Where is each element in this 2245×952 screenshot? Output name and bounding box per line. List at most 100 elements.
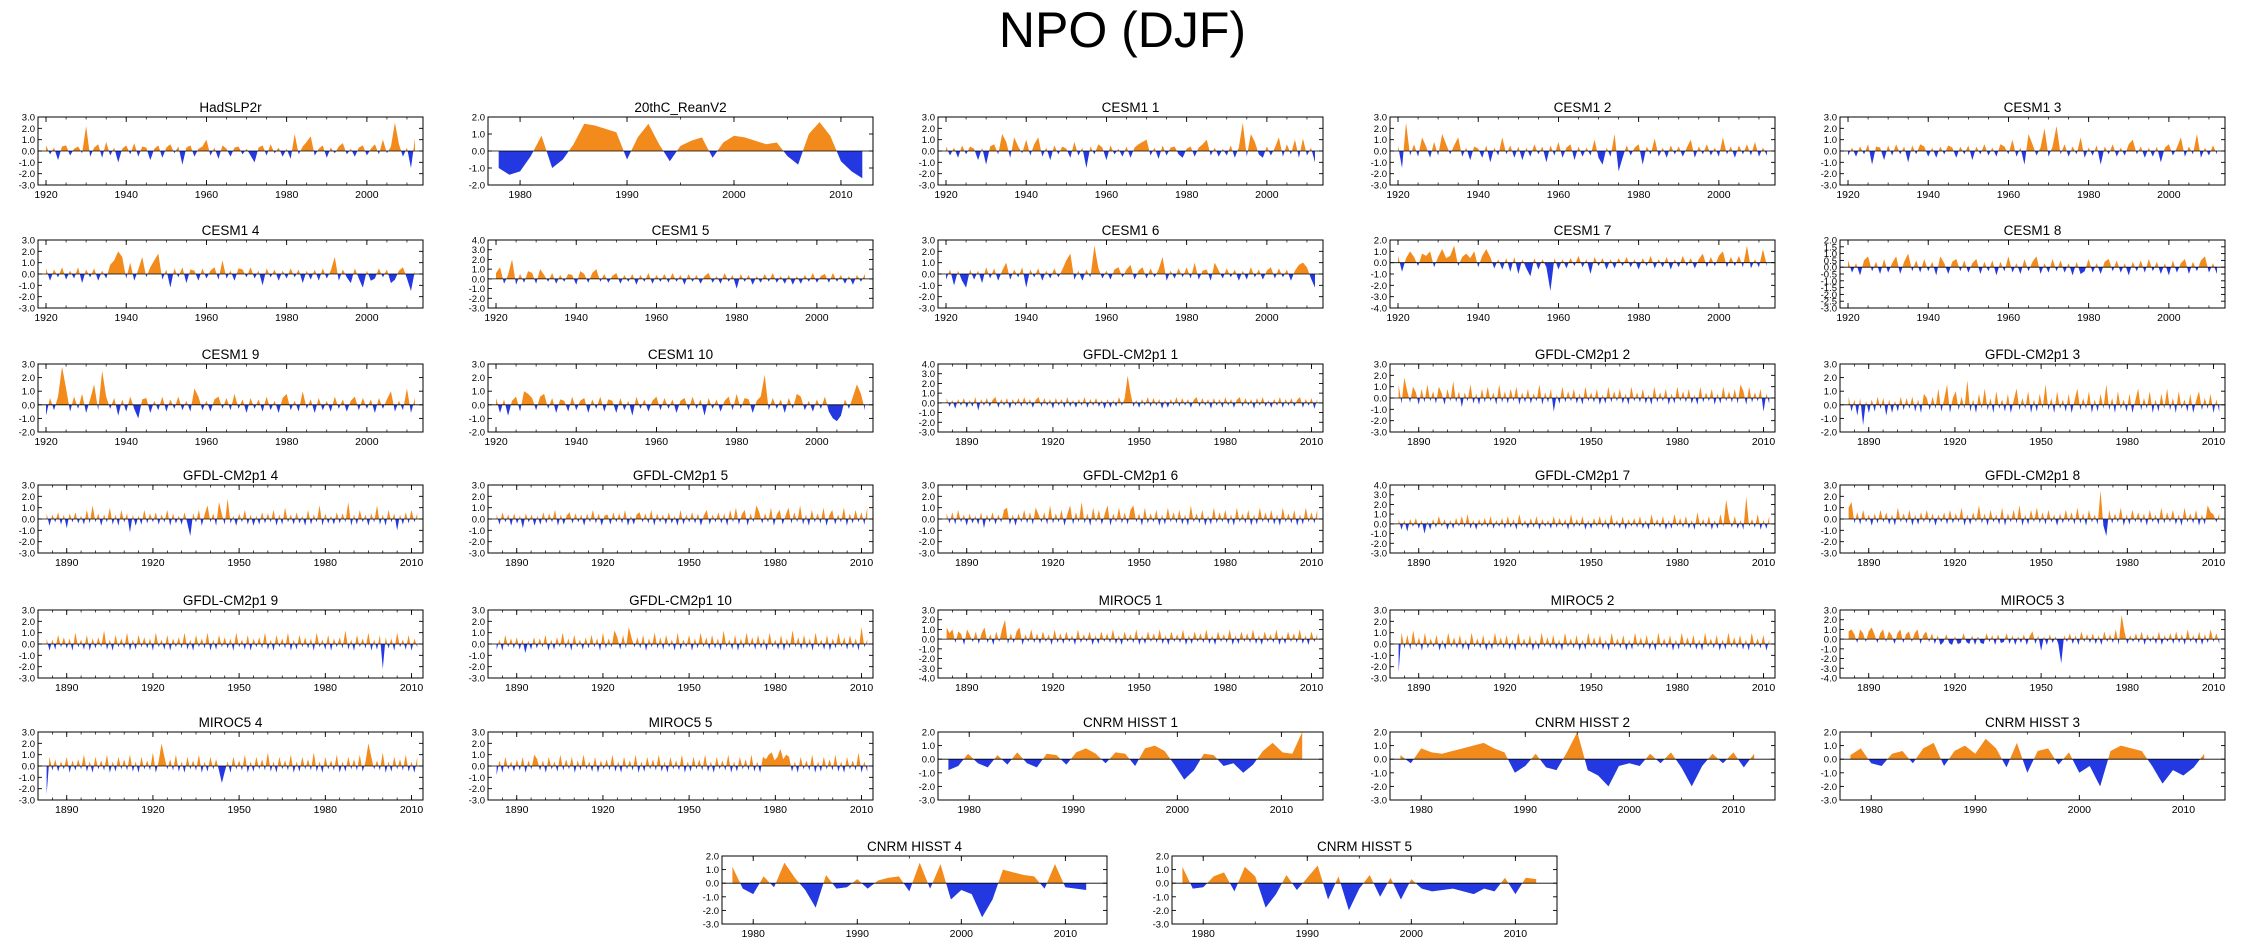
x-tick-label: 1980 [275, 312, 299, 324]
y-tick-label: -1.0 [1821, 644, 1837, 655]
y-tick-label: 3.0 [22, 360, 35, 371]
y-tick-label: -2.0 [19, 428, 35, 439]
y-tick-label: 2.0 [1824, 124, 1837, 135]
x-tick-label: 1890 [955, 557, 979, 569]
positive-area [1398, 245, 1767, 263]
y-tick-label: 2.0 [22, 373, 35, 384]
panel: 1980 1990 2000 2010 2.0 1.0 0.0 -1.0 -2.0 20thC_R… [469, 100, 874, 201]
y-tick-label: -1.0 [1371, 768, 1387, 779]
y-tick-label: 0.0 [1824, 400, 1837, 411]
y-tick-label: 3.0 [1824, 481, 1837, 492]
y-tick-label: -1.0 [1821, 526, 1837, 537]
y-tick-label: 0.0 [1824, 635, 1837, 646]
x-tick-label: 2010 [1752, 682, 1776, 694]
y-tick-label: 1.0 [706, 865, 719, 876]
negative-area [48, 151, 414, 168]
x-tick-label: 1950 [1579, 436, 1603, 448]
y-tick-label: -3.0 [1371, 181, 1387, 192]
x-tick-label: 2010 [400, 804, 424, 816]
y-tick-label: 3.0 [22, 728, 35, 739]
x-tick-label: 1950 [227, 682, 251, 694]
positive-area [1850, 738, 2205, 760]
y-tick-label: -1.0 [919, 408, 935, 419]
panel-title: CESM1 10 [648, 347, 713, 362]
positive-area [496, 505, 868, 519]
panel-title: GFDL-CM2p1 9 [183, 593, 278, 608]
y-tick-label: 1.0 [472, 503, 485, 514]
x-tick-label: 2010 [1722, 804, 1746, 816]
x-minor-ticks [487, 732, 862, 800]
figure-title: NPO (DJF) [998, 2, 1247, 58]
y-tick-label: -2.0 [19, 169, 35, 180]
y-tick-label: -2.0 [469, 784, 485, 795]
x-tick-label: 1990 [846, 928, 870, 940]
panel: 1920 1940 1960 1980 20003.02.01.00.0-1.0-2.0… [19, 223, 424, 324]
x-minor-ticks [37, 732, 412, 800]
y-tick-label: 2.0 [1374, 371, 1387, 382]
y-tick-label: -1.0 [919, 526, 935, 537]
y-tick-label: 0.0 [922, 515, 935, 526]
positive-area [46, 122, 415, 151]
plot-frame [937, 609, 1324, 679]
x-tick-label: 1960 [1547, 189, 1571, 201]
x-tick-label: 1940 [1015, 312, 1039, 324]
y-tick-label: 0.0 [22, 515, 35, 526]
y-tick-label: 3.0 [1374, 360, 1387, 371]
positive-area [46, 630, 417, 644]
x-tick-label: 1940 [565, 312, 589, 324]
y-tick-label: -2.0 [919, 537, 935, 548]
y-tick-label: -3.0 [703, 920, 719, 931]
y-tick-label: 0.0 [1374, 147, 1387, 158]
y-tick-label: 2.0 [472, 373, 485, 384]
positive-area [1848, 253, 2215, 268]
x-minor-ticks [1389, 485, 1764, 553]
x-minor-ticks [1397, 240, 1760, 308]
x-tick-label: 1920 [591, 557, 615, 569]
y-tick-label: -3.0 [1821, 549, 1837, 560]
y-tick-label: 2.0 [922, 124, 935, 135]
x-tick-label: 1980 [1214, 557, 1238, 569]
plot-frame [1389, 239, 1776, 309]
x-tick-label: 1980 [1410, 804, 1434, 816]
y-tick-label: -1.0 [469, 773, 485, 784]
x-minor-ticks [487, 485, 862, 553]
y-tick-label: 0.0 [472, 147, 485, 158]
y-tick-label: -1.0 [19, 414, 35, 425]
y-tick-label: 1.0 [1374, 628, 1387, 639]
panel-title: GFDL-CM2p1 10 [629, 593, 732, 608]
y-tick-label: 4.0 [922, 360, 935, 371]
panel: 1920 1940 1960 1980 20003.02.01.00.0-1.0-2.0… [469, 347, 874, 448]
y-tick-label: 3.0 [1824, 113, 1837, 124]
positive-area [1398, 496, 1770, 524]
y-tick-label: -2.0 [1821, 654, 1837, 665]
y-tick-label: -4.0 [919, 674, 935, 685]
panel: 1920 1940 1960 1980 20003.02.01.00.0-1.0-2.0… [1371, 100, 1776, 201]
x-tick-label: 1940 [1917, 189, 1941, 201]
negative-area [948, 519, 1316, 529]
x-tick-label: 2010 [400, 557, 424, 569]
negative-area [948, 402, 1317, 411]
y-tick-label: -3.0 [1371, 549, 1387, 560]
y-tick-label: 1.0 [922, 625, 935, 636]
y-tick-label: -2.0 [469, 181, 485, 192]
x-tick-label: 1950 [677, 557, 701, 569]
negative-area [47, 274, 415, 291]
panel-title: MIROC5 2 [1551, 593, 1615, 608]
y-tick-label: 1.0 [1156, 865, 1169, 876]
x-tick-label: 1980 [1666, 682, 1690, 694]
y-tick-label: 1.0 [1824, 503, 1837, 514]
x-tick-label: 1890 [955, 682, 979, 694]
y-tick-label: -1.0 [469, 284, 485, 295]
x-tick-label: 1890 [505, 557, 529, 569]
panel-title: 20thC_ReanV2 [634, 100, 726, 115]
y-tick-label: 1.0 [22, 387, 35, 398]
plot-frame [1171, 855, 1558, 925]
x-tick-label: 1980 [2116, 557, 2140, 569]
x-tick-label: 1960 [645, 436, 669, 448]
y-tick-label: 0.0 [472, 640, 485, 651]
panel: 1890 1920 1950 1980 2010 3.02.01.00.0-1.0-2.0… [1371, 593, 1776, 694]
y-tick-label: -2.0 [1371, 782, 1387, 793]
negative-area [502, 278, 863, 289]
x-tick-label: 1980 [764, 557, 788, 569]
y-tick-label: -3.0 [1153, 920, 1169, 931]
